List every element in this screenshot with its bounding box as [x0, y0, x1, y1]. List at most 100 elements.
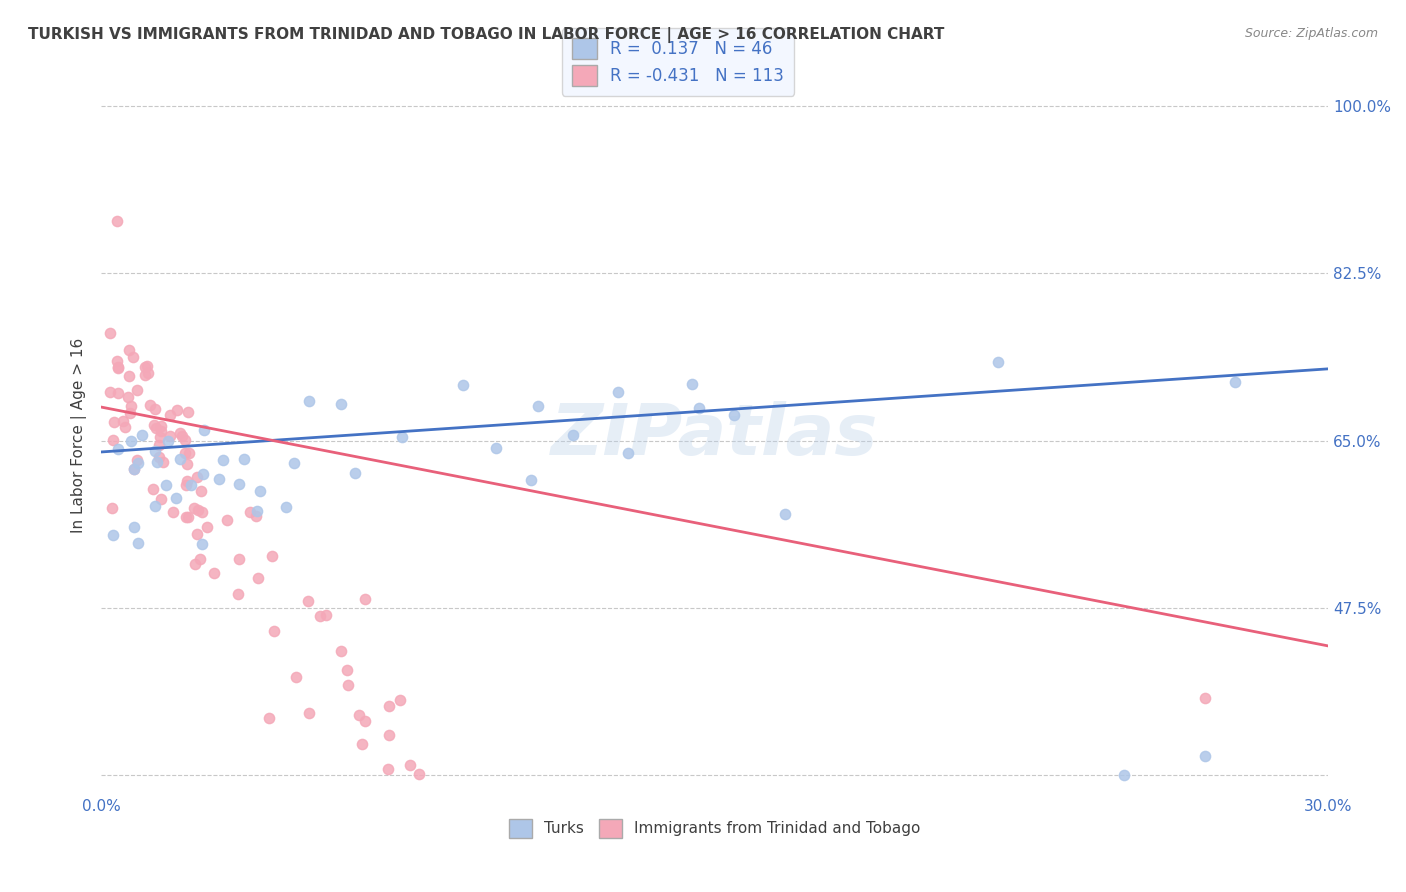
Point [187, 503, 209, 517]
Point [152, 455, 174, 469]
Point [103, 415, 125, 429]
Point [120, 406, 142, 420]
Point [226, 586, 249, 600]
Point [183, 500, 205, 515]
Point [494, 865, 516, 880]
Point [249, 484, 271, 499]
Point [143, 418, 166, 433]
Point [283, 457, 305, 471]
Point [156, 434, 179, 449]
Point [263, 624, 285, 638]
Point [193, 423, 215, 437]
Point [202, 566, 225, 580]
Point [134, 359, 156, 374]
Point [527, 399, 550, 413]
Y-axis label: In Labor Force | Age > 16: In Labor Force | Age > 16 [72, 338, 87, 533]
Point [145, 454, 167, 468]
Point [239, 505, 262, 519]
Point [101, 501, 124, 516]
Point [120, 399, 142, 413]
Point [177, 405, 200, 419]
Point [561, 428, 583, 442]
Point [134, 368, 156, 382]
Point [274, 500, 297, 515]
Point [343, 467, 366, 481]
Point [148, 450, 170, 464]
Point [118, 343, 141, 357]
Point [228, 551, 250, 566]
Point [143, 443, 166, 458]
Point [284, 670, 307, 684]
Point [149, 430, 172, 444]
Point [191, 467, 214, 481]
Point [391, 429, 413, 443]
Point [174, 477, 197, 491]
Point [101, 527, 124, 541]
Point [142, 482, 165, 496]
Point [520, 473, 543, 487]
Point [170, 429, 193, 443]
Point [143, 402, 166, 417]
Point [186, 470, 208, 484]
Point [468, 843, 491, 857]
Point [136, 366, 159, 380]
Point [212, 452, 235, 467]
Point [208, 472, 231, 486]
Point [139, 398, 162, 412]
Point [470, 797, 492, 811]
Point [389, 692, 412, 706]
Point [260, 549, 283, 563]
Point [336, 678, 359, 692]
Point [232, 452, 254, 467]
Point [408, 767, 430, 781]
Point [166, 403, 188, 417]
Point [155, 478, 177, 492]
Point [354, 714, 377, 728]
Point [195, 520, 218, 534]
Point [350, 737, 373, 751]
Point [174, 509, 197, 524]
Point [176, 474, 198, 488]
Point [259, 711, 281, 725]
Point [217, 513, 239, 527]
Point [105, 354, 128, 368]
Point [190, 552, 212, 566]
Point [617, 446, 640, 460]
Point [127, 536, 149, 550]
Point [118, 369, 141, 384]
Point [107, 361, 129, 376]
Point [145, 421, 167, 435]
Point [122, 461, 145, 475]
Point [298, 393, 321, 408]
Text: TURKISH VS IMMIGRANTS FROM TRINIDAD AND TOBAGO IN LABOR FORCE | AGE > 16 CORRELA: TURKISH VS IMMIGRANTS FROM TRINIDAD AND … [28, 27, 945, 43]
Point [773, 507, 796, 521]
Point [190, 484, 212, 499]
Point [159, 429, 181, 443]
Text: Source: ZipAtlas.com: Source: ZipAtlas.com [1244, 27, 1378, 40]
Point [122, 520, 145, 534]
Point [688, 401, 710, 415]
Point [1194, 748, 1216, 763]
Point [143, 499, 166, 513]
Point [122, 462, 145, 476]
Point [131, 428, 153, 442]
Point [330, 644, 353, 658]
Point [228, 476, 250, 491]
Point [246, 504, 269, 518]
Point [98, 326, 121, 340]
Point [107, 359, 129, 374]
Point [169, 426, 191, 441]
Point [399, 758, 422, 772]
Point [1112, 768, 1135, 782]
Point [173, 434, 195, 448]
Point [378, 698, 401, 713]
Point [298, 706, 321, 721]
Point [179, 446, 201, 460]
Point [987, 355, 1010, 369]
Point [127, 456, 149, 470]
Point [107, 442, 129, 457]
Point [176, 457, 198, 471]
Point [111, 414, 134, 428]
Point [485, 442, 508, 456]
Point [105, 213, 128, 227]
